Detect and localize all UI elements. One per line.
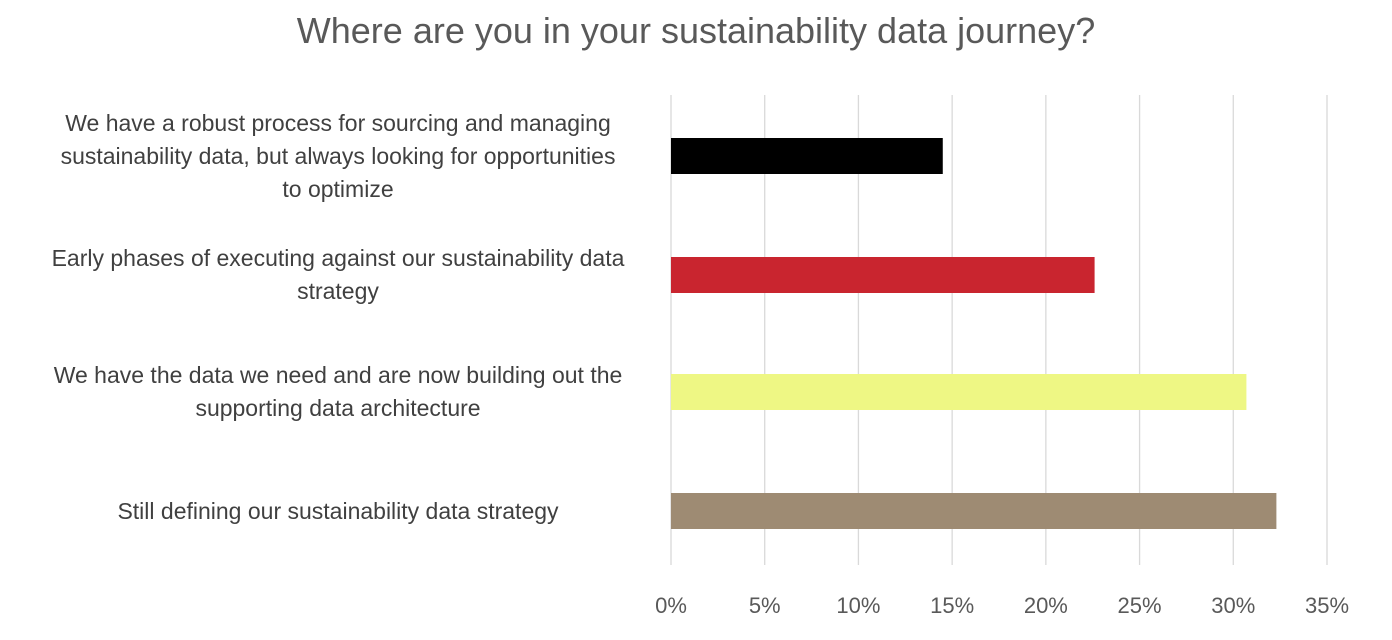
x-tick-label: 5%: [749, 593, 781, 618]
bar: [671, 374, 1247, 410]
x-tick-label: 15%: [930, 593, 974, 618]
category-label: Still defining our sustainability data s…: [117, 497, 559, 524]
x-tick-label: 20%: [1024, 593, 1068, 618]
bar: [671, 493, 1277, 529]
x-tick-label: 10%: [836, 593, 880, 618]
x-tick-label: 0%: [655, 593, 687, 618]
category-label: We have the data we need and are now bui…: [53, 362, 623, 421]
category-label: Early phases of executing against our su…: [51, 245, 625, 304]
chart-title: Where are you in your sustainability dat…: [296, 10, 1096, 51]
bar: [671, 257, 1095, 293]
x-tick-label: 25%: [1118, 593, 1162, 618]
x-tick-label: 30%: [1211, 593, 1255, 618]
x-tick-label: 35%: [1305, 593, 1349, 618]
category-label: We have a robust process for sourcing an…: [60, 109, 616, 202]
bar: [671, 138, 943, 174]
